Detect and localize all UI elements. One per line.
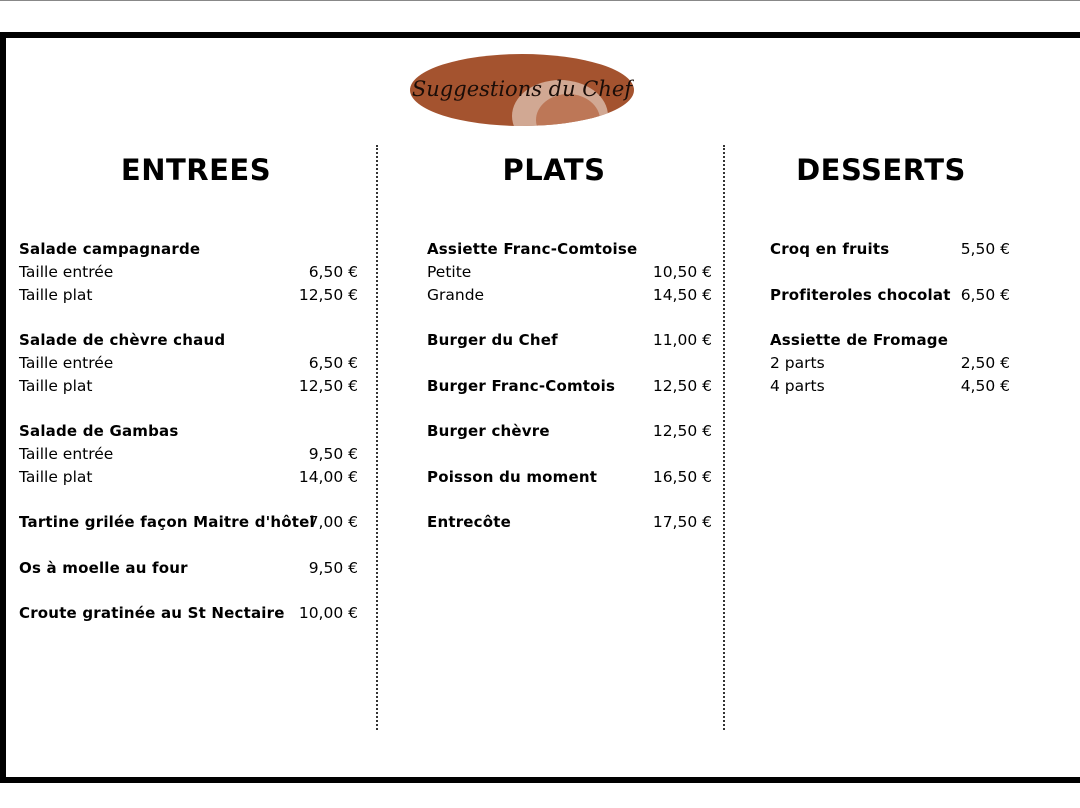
menu-item: Salade de Gambas bbox=[19, 420, 358, 443]
menu-item: Taille entrée 6,50 € bbox=[19, 261, 358, 284]
svg-text:Suggestions du Chef: Suggestions du Chef bbox=[412, 77, 634, 101]
menu-item: Tartine grilée façon Maitre d'hôtel 7,00 … bbox=[19, 511, 358, 534]
item-name: Salade de Gambas bbox=[19, 422, 179, 440]
spacer bbox=[427, 443, 712, 466]
heading-desserts: DESSERTS bbox=[796, 153, 966, 187]
item-name: Poisson du moment bbox=[427, 467, 598, 486]
spacer bbox=[19, 579, 358, 602]
desserts-list: Croq en fruits 5,50 € Profiteroles chocola… bbox=[770, 238, 1010, 397]
item-name: 2 parts bbox=[770, 353, 825, 372]
entrees-list: Salade campagnarde Taille entrée 6,50 € Tai… bbox=[19, 238, 358, 625]
item-name: Taille plat bbox=[19, 285, 93, 304]
item-name: Croute gratinée au St Nectaire bbox=[19, 604, 285, 622]
menu-frame bbox=[0, 32, 1080, 783]
item-price: 6,50 € bbox=[308, 353, 358, 372]
item-price: 12,50 € bbox=[298, 285, 358, 304]
item-price: 14,00 € bbox=[298, 467, 358, 486]
item-name: Taille entrée bbox=[19, 262, 114, 281]
item-name: Burger Franc-Comtois bbox=[427, 376, 616, 395]
item-name: Burger du Chef bbox=[427, 331, 558, 349]
item-price: 10,50 € bbox=[652, 262, 712, 281]
menu-item: Burger Franc-Comtois 12,50 € bbox=[427, 375, 712, 398]
item-price: 12,50 € bbox=[652, 376, 712, 395]
spacer bbox=[427, 397, 712, 420]
item-name: Croq en fruits bbox=[770, 240, 890, 258]
item-name: Grande bbox=[427, 285, 485, 304]
column-divider bbox=[723, 145, 725, 730]
menu-item: Petite 10,50 € bbox=[427, 261, 712, 284]
item-name: Salade campagnarde bbox=[19, 240, 201, 258]
heading-plats: PLATS bbox=[502, 153, 606, 187]
item-price: 12,50 € bbox=[652, 422, 712, 440]
plats-list: Assiette Franc-Comtoise Petite 10,50 € Gran… bbox=[427, 238, 712, 534]
spacer bbox=[427, 352, 712, 375]
menu-item: Taille plat 14,00 € bbox=[19, 466, 358, 489]
item-name: Salade de chèvre chaud bbox=[19, 331, 226, 349]
item-name: Taille plat bbox=[19, 376, 93, 395]
item-price: 7,00 € bbox=[308, 513, 358, 531]
menu-item: Os à moelle au four 9,50 € bbox=[19, 557, 358, 580]
item-name: Tartine grilée façon Maitre d'hôtel bbox=[19, 513, 315, 531]
top-rule bbox=[0, 0, 1080, 1]
item-price: 6,50 € bbox=[960, 285, 1010, 304]
item-name: Taille entrée bbox=[19, 444, 114, 463]
item-name: 4 parts bbox=[770, 376, 825, 395]
item-price: 17,50 € bbox=[652, 513, 712, 531]
menu-item: Assiette Franc-Comtoise bbox=[427, 238, 712, 261]
spacer bbox=[19, 397, 358, 420]
item-price: 5,50 € bbox=[960, 240, 1010, 258]
item-name: Petite bbox=[427, 262, 472, 281]
item-name: Entrecôte bbox=[427, 513, 512, 531]
item-name: Profiteroles chocolat bbox=[770, 285, 951, 304]
item-price: 6,50 € bbox=[308, 262, 358, 281]
item-name: Taille plat bbox=[19, 467, 93, 486]
menu-item: Burger chèvre 12,50 € bbox=[427, 420, 712, 443]
item-price: 10,00 € bbox=[298, 604, 358, 622]
item-price: 9,50 € bbox=[308, 558, 358, 577]
suggestions-du-chef-logo: Suggestions du Chef bbox=[410, 54, 634, 126]
item-price: 11,00 € bbox=[652, 331, 712, 349]
menu-item: Salade de chèvre chaud bbox=[19, 329, 358, 352]
menu-item: Salade campagnarde bbox=[19, 238, 358, 261]
item-price: 9,50 € bbox=[308, 444, 358, 463]
item-name: Assiette Franc-Comtoise bbox=[427, 240, 638, 258]
spacer bbox=[427, 306, 712, 329]
item-name: Os à moelle au four bbox=[19, 558, 188, 577]
item-price: 14,50 € bbox=[652, 285, 712, 304]
item-price: 2,50 € bbox=[960, 353, 1010, 372]
spacer bbox=[770, 306, 1010, 329]
item-name: Burger chèvre bbox=[427, 422, 550, 440]
menu-item: Grande 14,50 € bbox=[427, 284, 712, 307]
menu-item: Assiette de Fromage bbox=[770, 329, 1010, 352]
spacer bbox=[19, 534, 358, 557]
spacer bbox=[19, 306, 358, 329]
spacer bbox=[427, 488, 712, 511]
spacer bbox=[19, 488, 358, 511]
column-divider bbox=[376, 145, 378, 730]
spacer bbox=[770, 261, 1010, 284]
item-name: Assiette de Fromage bbox=[770, 331, 949, 349]
item-price: 12,50 € bbox=[298, 376, 358, 395]
item-price: 16,50 € bbox=[652, 467, 712, 486]
menu-item: Croq en fruits 5,50 € bbox=[770, 238, 1010, 261]
menu-item: Poisson du moment 16,50 € bbox=[427, 466, 712, 489]
menu-item: Croute gratinée au St Nectaire 10,00 € bbox=[19, 602, 358, 625]
menu-item: Taille entrée 6,50 € bbox=[19, 352, 358, 375]
menu-item: Taille plat 12,50 € bbox=[19, 375, 358, 398]
menu-item: Taille plat 12,50 € bbox=[19, 284, 358, 307]
heading-entrees: ENTREES bbox=[120, 153, 272, 187]
item-name: Taille entrée bbox=[19, 353, 114, 372]
menu-item: 2 parts 2,50 € bbox=[770, 352, 1010, 375]
menu-item: Entrecôte 17,50 € bbox=[427, 511, 712, 534]
menu-item: Profiteroles chocolat 6,50 € bbox=[770, 284, 1010, 307]
item-price: 4,50 € bbox=[960, 376, 1010, 395]
menu-item: 4 parts 4,50 € bbox=[770, 375, 1010, 398]
menu-item: Burger du Chef 11,00 € bbox=[427, 329, 712, 352]
menu-item: Taille entrée 9,50 € bbox=[19, 443, 358, 466]
